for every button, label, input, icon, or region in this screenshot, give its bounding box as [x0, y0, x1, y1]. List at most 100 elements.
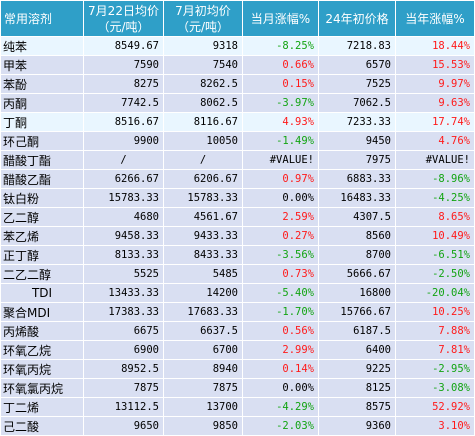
cell-name: 苯酚	[0, 74, 84, 94]
cell-month-change: 0.15%	[242, 74, 319, 94]
cell-early-price: 4561.67	[163, 207, 243, 227]
cell-month-change: -4.29%	[242, 397, 319, 417]
cell-year-start-price: 15766.67	[318, 302, 396, 322]
cell-month-change: -2.03%	[242, 416, 319, 436]
cell-early-price: 8433.33	[163, 245, 243, 265]
table-row: 聚合MDI 17383.33 17683.33 -1.70% 15766.67 10.25…	[0, 302, 475, 322]
cell-year-start-price: 9360	[318, 416, 396, 436]
cell-year-start-price: 9450	[318, 131, 396, 151]
cell-name: 纯苯	[0, 36, 84, 56]
cell-year-change: #VALUE!	[395, 150, 475, 170]
cell-year-change: 10.49%	[395, 226, 475, 246]
cell-month-change: 0.97%	[242, 169, 319, 189]
cell-year-start-price: 6570	[318, 55, 396, 75]
cell-early-price: 9433.33	[163, 226, 243, 246]
table-row: 钛白粉 15783.33 15783.33 0.00% 16483.33 -4.25%	[0, 188, 475, 208]
header-year-change: 当年涨幅%	[395, 0, 475, 37]
cell-month-change: -8.25%	[242, 36, 319, 56]
cell-month-change: 0.56%	[242, 321, 319, 341]
cell-avg-price: 17383.33	[83, 302, 164, 322]
cell-year-change: -6.51%	[395, 245, 475, 265]
cell-year-change: 9.97%	[395, 74, 475, 94]
cell-month-change: 0.73%	[242, 264, 319, 284]
cell-year-change: 15.53%	[395, 55, 475, 75]
cell-year-change: 18.44%	[395, 36, 475, 56]
cell-year-start-price: 7218.83	[318, 36, 396, 56]
cell-early-price: /	[163, 150, 243, 170]
cell-avg-price: 8516.67	[83, 112, 164, 132]
table-row: 二乙二醇 5525 5485 0.73% 5666.67 -2.50%	[0, 264, 475, 284]
cell-avg-price: 4680	[83, 207, 164, 227]
cell-avg-price: 8275	[83, 74, 164, 94]
cell-name: 钛白粉	[0, 188, 84, 208]
cell-early-price: 15783.33	[163, 188, 243, 208]
cell-year-start-price: 8700	[318, 245, 396, 265]
header-row: 常用溶剂 7月22日均价 （元/吨） 7月初均价 （元/吨） 当月涨幅% 24年…	[0, 0, 475, 37]
cell-year-change: -2.50%	[395, 264, 475, 284]
cell-year-start-price: 6187.5	[318, 321, 396, 341]
table-row: 苯酚 8275 8262.5 0.15% 7525 9.97%	[0, 74, 475, 94]
cell-month-change: -3.56%	[242, 245, 319, 265]
cell-avg-price: 8133.33	[83, 245, 164, 265]
cell-name: 醋酸乙酯	[0, 169, 84, 189]
cell-month-change: 0.27%	[242, 226, 319, 246]
cell-year-start-price: 9225	[318, 359, 396, 379]
cell-early-price: 6700	[163, 340, 243, 360]
cell-year-change: 9.63%	[395, 93, 475, 113]
table-row: 醋酸乙酯 6266.67 6206.67 0.97% 6883.33 -8.96%	[0, 169, 475, 189]
cell-early-price: 6637.5	[163, 321, 243, 341]
cell-month-change: 0.00%	[242, 378, 319, 398]
cell-year-change: -8.96%	[395, 169, 475, 189]
table-row: 乙二醇 4680 4561.67 2.59% 4307.5 8.65%	[0, 207, 475, 227]
cell-name: 丙烯酸	[0, 321, 84, 341]
cell-year-change: 17.74%	[395, 112, 475, 132]
table-row: 苯乙烯 9458.33 9433.33 0.27% 8560 10.49%	[0, 226, 475, 246]
cell-early-price: 7875	[163, 378, 243, 398]
cell-month-change: 4.93%	[242, 112, 319, 132]
cell-avg-price: 8952.5	[83, 359, 164, 379]
cell-avg-price: 15783.33	[83, 188, 164, 208]
header-early-line2: （元/吨）	[176, 19, 230, 34]
cell-month-change: -3.97%	[242, 93, 319, 113]
table-row: 丁二烯 13112.5 13700 -4.29% 8575 52.92%	[0, 397, 475, 417]
cell-early-price: 14200	[163, 283, 243, 303]
cell-month-change: 0.00%	[242, 188, 319, 208]
cell-month-change: -1.70%	[242, 302, 319, 322]
cell-avg-price: 9650	[83, 416, 164, 436]
cell-name: 环氧丙烷	[0, 359, 84, 379]
cell-year-start-price: 8125	[318, 378, 396, 398]
table-row: 丁酮 8516.67 8116.67 4.93% 7233.33 17.74%	[0, 112, 475, 132]
cell-year-change: 8.65%	[395, 207, 475, 227]
cell-avg-price: 8549.67	[83, 36, 164, 56]
cell-early-price: 7540	[163, 55, 243, 75]
cell-avg-price: 13112.5	[83, 397, 164, 417]
cell-name: 甲苯	[0, 55, 84, 75]
cell-year-start-price: 6883.33	[318, 169, 396, 189]
cell-early-price: 8116.67	[163, 112, 243, 132]
table-row: TDI 13433.33 14200 -5.40% 16800 -20.04%	[0, 283, 475, 303]
cell-early-price: 9850	[163, 416, 243, 436]
cell-name: 丁酮	[0, 112, 84, 132]
cell-avg-price: 5525	[83, 264, 164, 284]
table-row: 甲苯 7590 7540 0.66% 6570 15.53%	[0, 55, 475, 75]
cell-name: 乙二醇	[0, 207, 84, 227]
cell-name: 己二酸	[0, 416, 84, 436]
cell-year-start-price: 16800	[318, 283, 396, 303]
cell-avg-price: 7590	[83, 55, 164, 75]
cell-name: 苯乙烯	[0, 226, 84, 246]
cell-early-price: 17683.33	[163, 302, 243, 322]
cell-early-price: 6206.67	[163, 169, 243, 189]
cell-year-change: 4.76%	[395, 131, 475, 151]
table-body: 纯苯 8549.67 9318 -8.25% 7218.83 18.44% 甲苯 7590 75…	[0, 36, 475, 436]
header-year-start: 24年初价格	[318, 0, 396, 37]
cell-month-change: 0.14%	[242, 359, 319, 379]
cell-month-change: #VALUE!	[242, 150, 319, 170]
cell-year-change: -2.95%	[395, 359, 475, 379]
header-month-change: 当月涨幅%	[242, 0, 319, 37]
cell-year-start-price: 7975	[318, 150, 396, 170]
cell-avg-price: 13433.33	[83, 283, 164, 303]
table-row: 醋酸丁酯 / / #VALUE! 7975 #VALUE!	[0, 150, 475, 170]
cell-name: 醋酸丁酯	[0, 150, 84, 170]
cell-year-change: 52.92%	[395, 397, 475, 417]
cell-year-start-price: 7233.33	[318, 112, 396, 132]
